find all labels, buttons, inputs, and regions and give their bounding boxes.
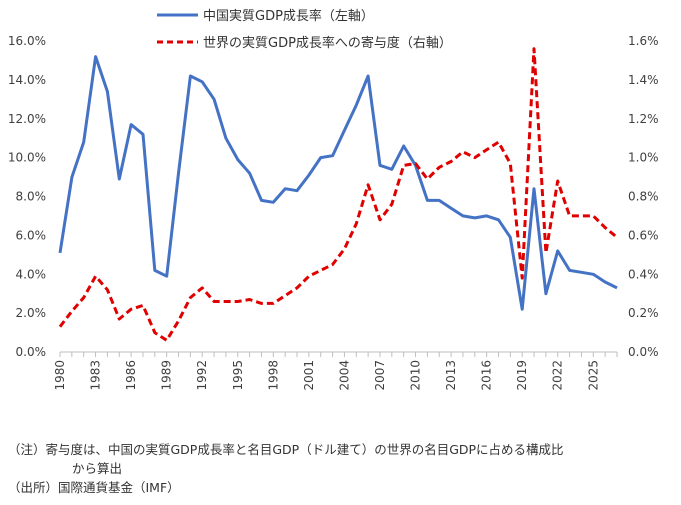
y-right-tick-label: 0.8% (628, 190, 659, 204)
x-tick-label: 2025 (586, 360, 600, 391)
y-left-tick-label: 2.0% (16, 306, 47, 320)
y-axis-left: 0.0% 2.0% 4.0% 6.0% 8.0% 10.0% 12.0% 14.0% 16.0% (8, 34, 46, 359)
y-right-tick-label: 0.4% (628, 267, 659, 281)
y-right-tick-label: 0.2% (628, 306, 659, 320)
y-right-tick-label: 1.6% (628, 34, 659, 48)
y-left-tick-label: 0.0% (16, 345, 47, 359)
y-left-tick-label: 16.0% (8, 34, 46, 48)
y-axis-right: 0.0% 0.2% 0.4% 0.6% 0.8% 1.0% 1.2% 1.4% 1.6% (628, 34, 659, 359)
y-left-tick-label: 12.0% (8, 112, 46, 126)
y-right-tick-label: 0.0% (628, 345, 659, 359)
x-tick-label: 1998 (266, 360, 280, 391)
x-tick-label: 1992 (195, 360, 209, 391)
legend-label-china-growth: 中国実質GDP成長率（左軸） (203, 8, 374, 24)
y-right-tick-label: 1.2% (628, 112, 659, 126)
note-line-2: から算出 (72, 461, 123, 476)
chart: 中国実質GDP成長率（左軸） 世界の実質GDP成長率への寄与度（右軸） 1980… (8, 8, 659, 391)
x-tick-label: 2001 (302, 360, 316, 391)
y-right-tick-label: 1.4% (628, 73, 659, 87)
x-tick-label: 1983 (89, 360, 103, 391)
x-tick-label: 2013 (444, 360, 458, 391)
series-line-china-growth (58, 55, 618, 311)
series-layer (58, 47, 618, 342)
y-right-tick-label: 0.6% (628, 228, 659, 242)
x-tick-label: 2007 (373, 360, 387, 391)
note-line-1: （注）寄与度は、中国の実質GDP成長率と名目GDP（ドル建て）の世界の名目GDP… (8, 442, 564, 457)
source-line: （出所）国際通貨基金（IMF） (8, 480, 180, 495)
x-tick-label: 2010 (409, 360, 423, 391)
legend: 中国実質GDP成長率（左軸） 世界の実質GDP成長率への寄与度（右軸） (157, 8, 452, 51)
x-tick-label: 1980 (53, 360, 67, 391)
y-left-tick-label: 4.0% (16, 267, 47, 281)
x-tick-label: 1986 (124, 360, 138, 391)
x-axis: 1980 1983 1986 1989 1992 1995 1998 2001 2004 2007… (53, 351, 618, 391)
x-tick-label: 2022 (551, 360, 565, 391)
y-left-tick-label: 8.0% (16, 190, 47, 204)
x-tick-label: 1995 (231, 360, 245, 391)
y-left-tick-label: 14.0% (8, 73, 46, 87)
legend-label-contribution: 世界の実質GDP成長率への寄与度（右軸） (203, 35, 452, 51)
x-tick-label: 2016 (480, 360, 494, 391)
notes: （注）寄与度は、中国の実質GDP成長率と名目GDP（ドル建て）の世界の名目GDP… (8, 440, 678, 497)
x-tick-label: 2004 (337, 360, 351, 391)
y-left-tick-label: 10.0% (8, 151, 46, 165)
x-tick-label: 2019 (515, 360, 529, 391)
y-right-tick-label: 1.0% (628, 151, 659, 165)
y-left-tick-label: 6.0% (16, 228, 47, 242)
x-tick-label: 1989 (160, 360, 174, 391)
